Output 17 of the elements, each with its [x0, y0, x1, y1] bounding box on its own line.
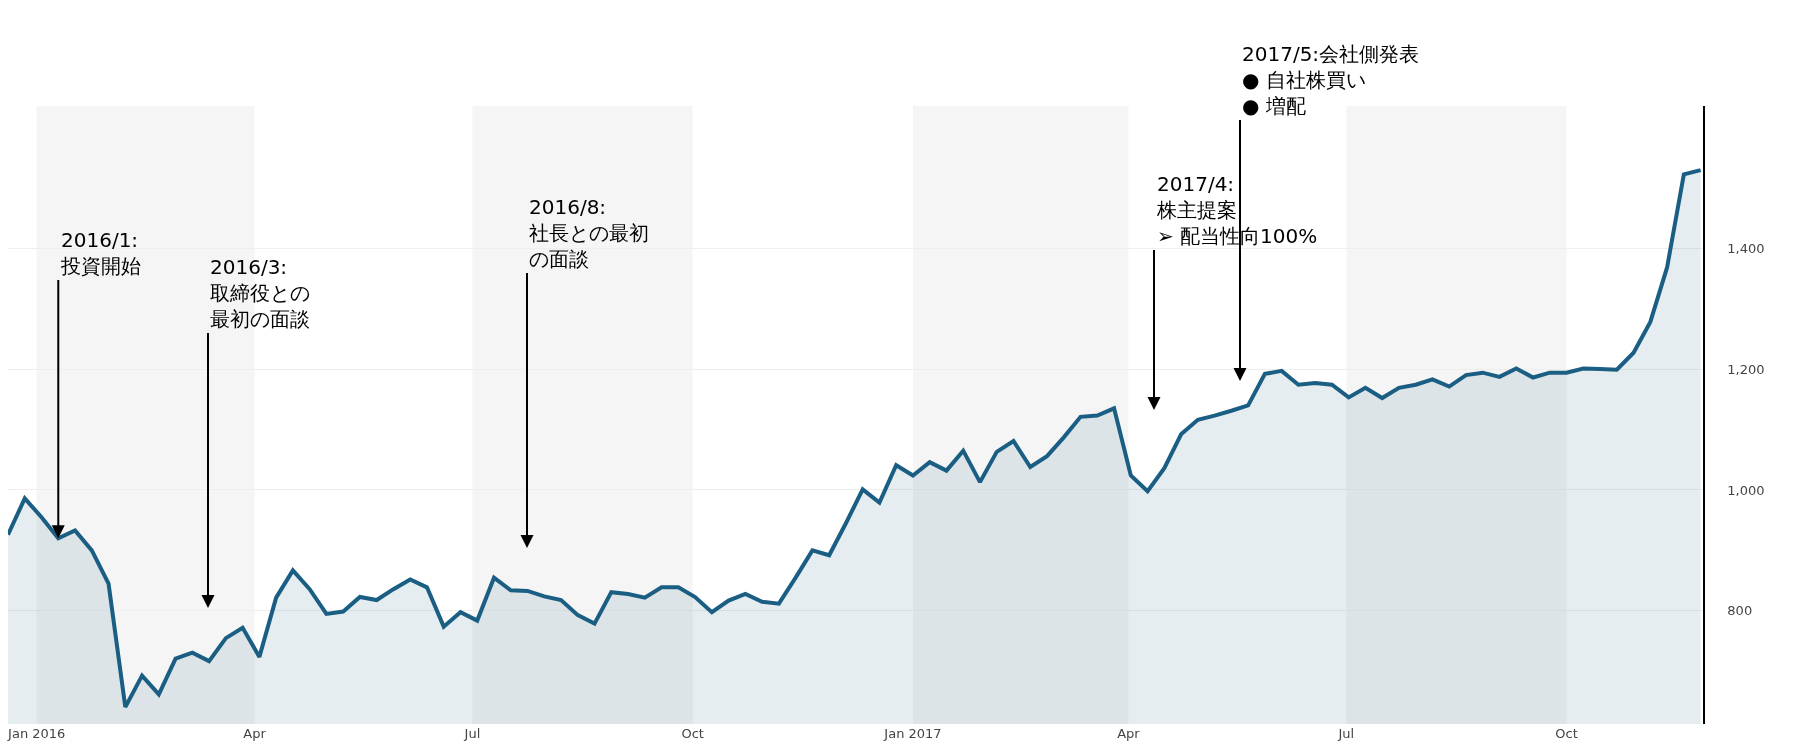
x-tick-label: Apr — [243, 726, 267, 741]
x-tick-label: Apr — [1117, 726, 1141, 741]
x-tick-label: Jan 2016 — [7, 726, 66, 741]
x-tick-label: Oct — [1555, 726, 1578, 741]
annotation: 2016/8: 社長との最初の面談 — [529, 195, 649, 271]
annotation: 2016/3: 取締役との最初の面談 — [210, 255, 310, 331]
annotation: 2017/5:会社側発表 ● 自社株買い ● 増配 — [1242, 42, 1420, 118]
y-tick-label: 1,000 — [1727, 482, 1765, 498]
annotation: 2016/1: 投資開始 — [60, 228, 141, 278]
x-tick-label: Oct — [681, 726, 704, 741]
y-tick-label: 1,200 — [1727, 361, 1765, 377]
y-tick-label: 800 — [1727, 603, 1753, 619]
annotation: 2017/4: 株主提案 ➢ 配当性向100% — [1156, 172, 1318, 248]
x-tick-label: Jan 2017 — [883, 726, 942, 741]
y-tick-label: 1,400 — [1727, 240, 1765, 256]
x-tick-label: Jul — [463, 726, 481, 741]
x-tick-label: Jul — [1337, 726, 1355, 741]
